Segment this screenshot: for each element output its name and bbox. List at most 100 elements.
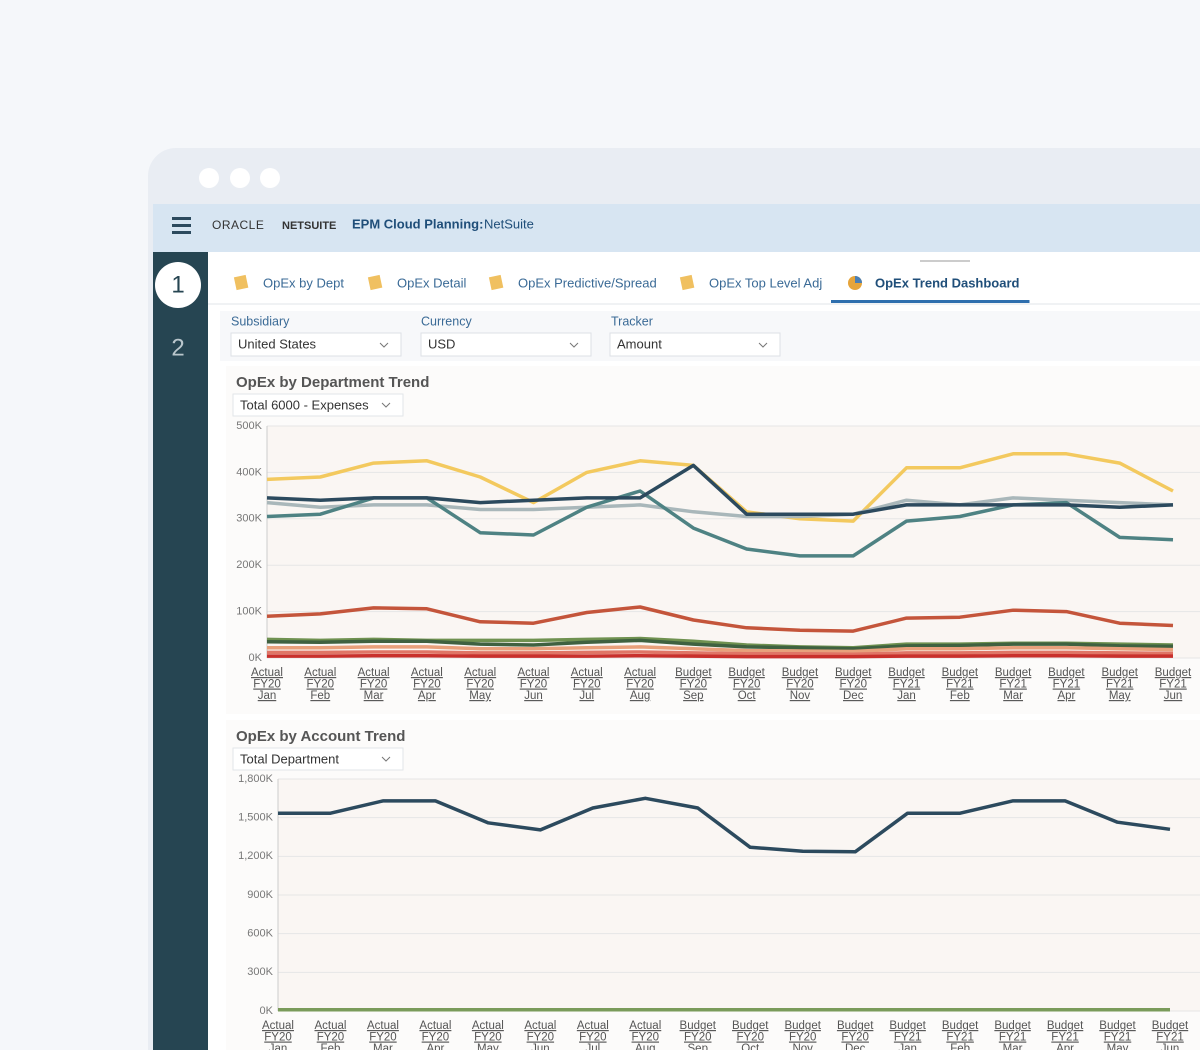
charts: OpEx by Department Trend Total 6000 - Exp… (226, 366, 1200, 1050)
x-tick-label: May (1109, 690, 1131, 702)
x-tick-label: Actual (262, 1020, 294, 1032)
tab[interactable]: OpEx by Dept (263, 275, 344, 290)
x-tick-label: FY20 (733, 679, 761, 691)
series-line (266, 496, 1174, 519)
tab-icon (233, 274, 249, 291)
chevron (381, 756, 391, 762)
tab[interactable]: OpEx Trend Dashboard (875, 275, 1020, 290)
menu-bar (172, 224, 191, 227)
x-tick-label: FY21 (946, 679, 974, 691)
tab-icon (855, 276, 862, 283)
x-tick-label: Apr (1057, 690, 1075, 702)
chart-selector[interactable] (232, 393, 404, 417)
tab-bar: OpEx by Dept OpEx Detail OpEx Predictive… (233, 274, 1030, 303)
chart-selector[interactable] (232, 747, 404, 771)
x-tick-label: May (469, 690, 491, 702)
menu-bar (172, 217, 191, 220)
step-number[interactable]: 2 (171, 334, 184, 361)
y-tick-label: 100K (236, 606, 262, 618)
x-tick-label: Feb (321, 1043, 341, 1050)
x-tick-label: FY20 (317, 1032, 345, 1044)
x-tick-label: Actual (571, 667, 603, 679)
dropdown[interactable] (420, 332, 592, 357)
x-tick-label: FY20 (632, 1032, 660, 1044)
x-tick-label: Actual (464, 667, 496, 679)
x-tick-label: FY20 (474, 1032, 502, 1044)
x-tick-label: Nov (790, 690, 811, 702)
y-tick-label: 600K (247, 928, 273, 940)
x-tick-label: Feb (310, 690, 330, 702)
menu-bar (172, 231, 191, 234)
x-tick-label: FY20 (466, 679, 494, 691)
tab-icon (488, 274, 504, 291)
x-tick-label: Jul (585, 1043, 600, 1050)
series-line (267, 650, 1174, 657)
x-tick-label: Budget (1048, 667, 1085, 679)
tab[interactable]: OpEx Predictive/Spread (518, 275, 657, 290)
x-tick-label: Actual (472, 1020, 504, 1032)
chart-title: OpEx by Department Trend (236, 374, 429, 391)
app-subtitle: NetSuite (484, 216, 534, 231)
x-tick-label: FY20 (736, 1032, 764, 1044)
series-line (267, 653, 1173, 659)
x-tick-label: FY21 (999, 679, 1027, 691)
chart-title: OpEx by Account Trend (236, 728, 405, 745)
menu-icon[interactable] (172, 217, 191, 234)
y-tick-label: 300K (236, 513, 262, 525)
x-tick-label: Sep (683, 690, 703, 702)
y-tick-label: 500K (236, 420, 262, 432)
x-tick-label: FY20 (369, 1032, 397, 1044)
x-tick-label: Jul (579, 690, 594, 702)
tab[interactable]: OpEx Detail (397, 275, 466, 290)
x-tick-label: Apr (418, 690, 436, 702)
x-tick-label: Jun (1161, 1043, 1180, 1050)
step-circle[interactable] (155, 262, 201, 308)
y-tick-label: 0K (249, 652, 263, 664)
x-tick-label: Actual (314, 1020, 346, 1032)
app-bar (153, 204, 1200, 252)
x-tick-label: Apr (1056, 1043, 1074, 1050)
x-tick-label: FY20 (789, 1032, 817, 1044)
x-tick-label: Actual (624, 667, 656, 679)
x-tick-label: FY20 (253, 679, 281, 691)
x-tick-label: Budget (889, 1020, 926, 1032)
x-tick-label: Mar (364, 690, 384, 702)
x-tick-label: Budget (837, 1020, 874, 1032)
x-tick-label: Jan (897, 690, 916, 702)
y-tick-label: 900K (247, 889, 273, 901)
x-tick-label: FY20 (841, 1032, 869, 1044)
x-tick-label: Oct (738, 690, 757, 702)
tab[interactable]: OpEx Top Level Adj (709, 275, 822, 290)
x-tick-label: Feb (950, 690, 970, 702)
y-tick-label: 1,500K (238, 812, 274, 824)
series-line (266, 638, 1174, 651)
dropdown-value: USD (428, 336, 455, 351)
y-tick-label: 1,200K (238, 850, 274, 862)
x-tick-label: FY21 (1104, 1032, 1132, 1044)
x-tick-label: Budget (942, 1020, 979, 1032)
filter-label: Currency (421, 314, 472, 328)
x-tick-label: Sep (688, 1043, 708, 1050)
x-tick-label: Nov (792, 1043, 813, 1050)
x-tick-label: May (1107, 1043, 1129, 1050)
dropdown-value: Amount (617, 336, 662, 351)
x-tick-label: Jan (269, 1043, 288, 1050)
x-tick-label: Actual (577, 1020, 609, 1032)
series-line (267, 645, 1174, 654)
x-tick-label: Budget (888, 667, 925, 679)
x-tick-label: Budget (1047, 1020, 1084, 1032)
dropdown[interactable] (609, 332, 781, 357)
y-tick-label: 300K (247, 966, 273, 978)
x-tick-label: Actual (304, 667, 336, 679)
tab-icon (367, 274, 383, 291)
chevron (379, 342, 389, 348)
tab-underline (831, 300, 1030, 303)
x-tick-label: Budget (1099, 1020, 1136, 1032)
x-tick-label: Jun (531, 1043, 550, 1050)
x-tick-label: Budget (1155, 667, 1192, 679)
dropdown[interactable] (230, 332, 402, 357)
x-tick-label: FY20 (413, 679, 441, 691)
x-tick-label: FY21 (1051, 1032, 1079, 1044)
